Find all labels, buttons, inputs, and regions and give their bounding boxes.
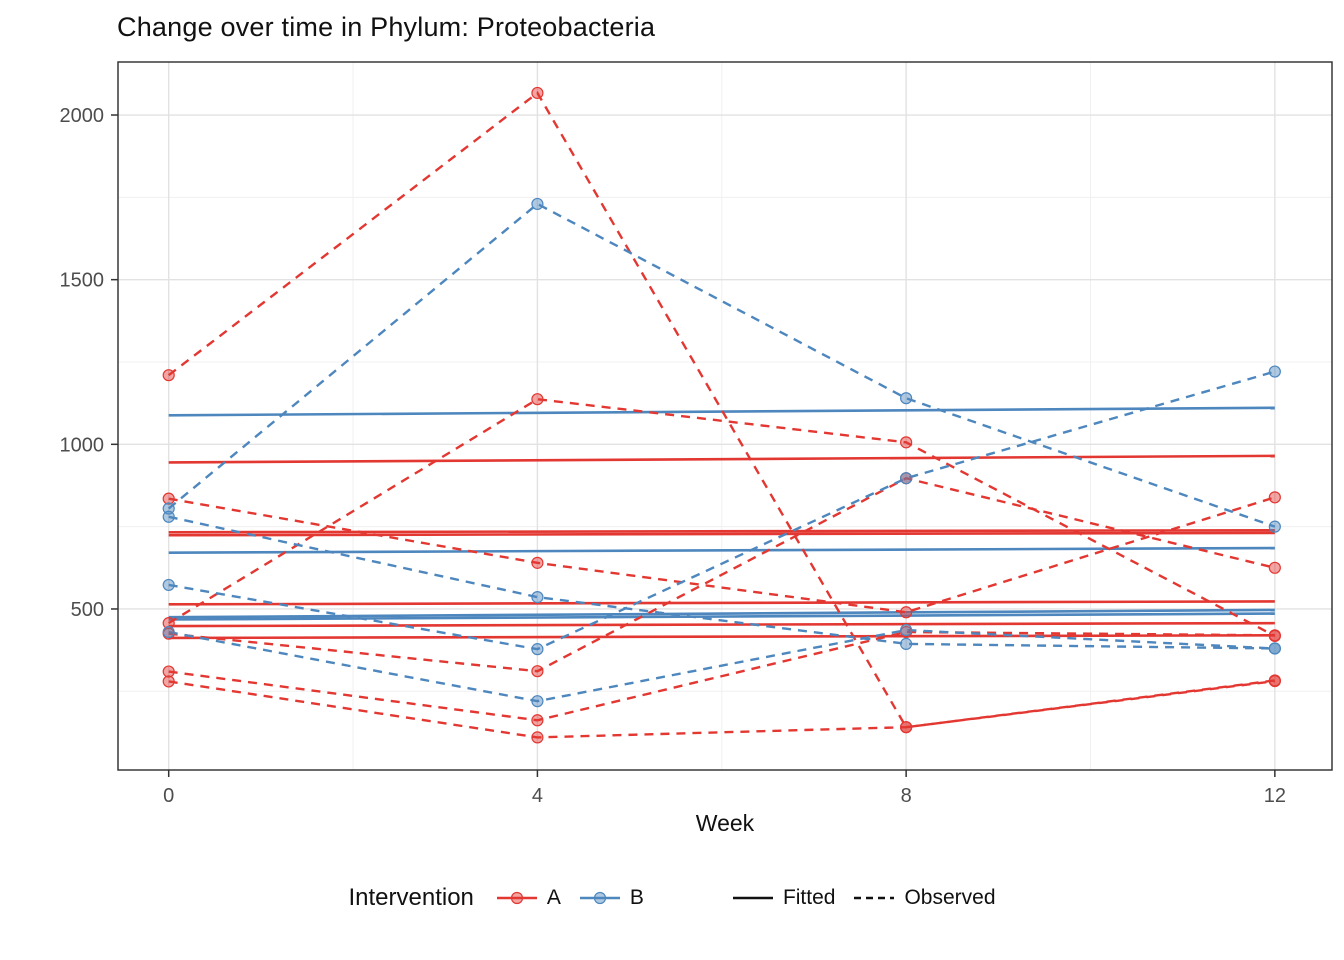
panel-border [117,61,1333,771]
fitted-line [168,621,1275,628]
group-b-key-icon [579,887,621,909]
observed-point [1268,520,1281,533]
observed-line [168,476,1276,673]
legend-item-fitted: Fitted [732,886,836,910]
observed-line [168,628,1275,703]
legend-key-line [732,896,773,900]
y-tick-label: 500 [71,599,104,621]
legend-label-observed: Observed [904,886,996,909]
observed-point [1268,629,1281,642]
chart-canvas: 0 4 8 12 500 1000 1500 2000 [60,61,1333,807]
fitted-line [168,608,1275,619]
observed-point [162,578,175,592]
observed-line [167,202,1276,528]
observed-point [531,643,544,656]
observed-point [900,721,913,734]
legend-item-group-b: B [579,886,644,910]
observed-line [168,515,1275,650]
legend-label-fitted: Fitted [782,886,836,909]
fitted-line [168,454,1275,464]
y-tick-label: 1000 [60,434,105,456]
legend-item-group-a: A [496,886,561,910]
page-title: Change over time in Phylum: Proteobacter… [117,12,656,42]
observed-point [531,197,544,211]
legend: Intervention A B Fitted Observed [0,884,1344,912]
fitted-line-key-icon [732,887,774,909]
observed-point [162,665,175,678]
x-axis-title: Week [695,810,755,836]
y-tick-label: 2000 [60,105,105,127]
x-tick-label: 12 [1264,785,1286,807]
observed-line [168,630,1275,722]
observed-line [167,91,1275,729]
legend-key-point [593,891,607,905]
observed-point [531,665,544,678]
observed-point [900,637,913,650]
fitted-line [168,634,1275,640]
legend-key-point [510,891,524,905]
observed-point [162,625,175,639]
observed-point [162,502,175,515]
observed-line [168,496,1276,614]
observed-point [900,472,913,485]
observed-point [162,492,175,505]
observed-line-key-icon [853,887,895,909]
observed-point [531,393,544,406]
observed-point [531,695,544,708]
legend-key-line [579,891,620,905]
x-tick-label: 4 [532,785,543,807]
observed-point [1268,561,1281,574]
x-tick-label: 0 [163,785,174,807]
legend-item-observed: Observed [853,886,996,910]
observed-point [900,623,913,637]
fitted-line [168,600,1275,606]
observed-point [162,369,175,382]
fitted-line [168,528,1275,534]
observed-point [531,731,544,744]
observed-point [900,392,913,405]
observed-point [1268,491,1281,504]
legend-title: Intervention [348,884,474,911]
x-tick-label: 8 [901,785,912,807]
legend-label-a: A [546,886,561,909]
fitted-line [168,546,1275,554]
observed-point [531,714,544,727]
legend-key-line [496,891,537,905]
observed-line [168,397,1276,638]
observed-point [900,436,913,449]
observed-point [531,556,544,569]
observed-line [168,370,1276,651]
observed-point [1268,674,1281,687]
fitted-line [168,531,1275,537]
legend-key-line [854,896,895,900]
observed-point [1268,642,1281,655]
observed-point [162,510,175,523]
observed-point [162,675,175,688]
legend-label-b: B [629,886,644,909]
observed-point [531,86,544,100]
observed-point [531,591,544,604]
group-a-key-icon [496,887,538,909]
observed-point [900,606,913,619]
fitted-line [168,612,1275,621]
y-tick-label: 1500 [60,270,105,292]
observed-point [1268,365,1281,378]
